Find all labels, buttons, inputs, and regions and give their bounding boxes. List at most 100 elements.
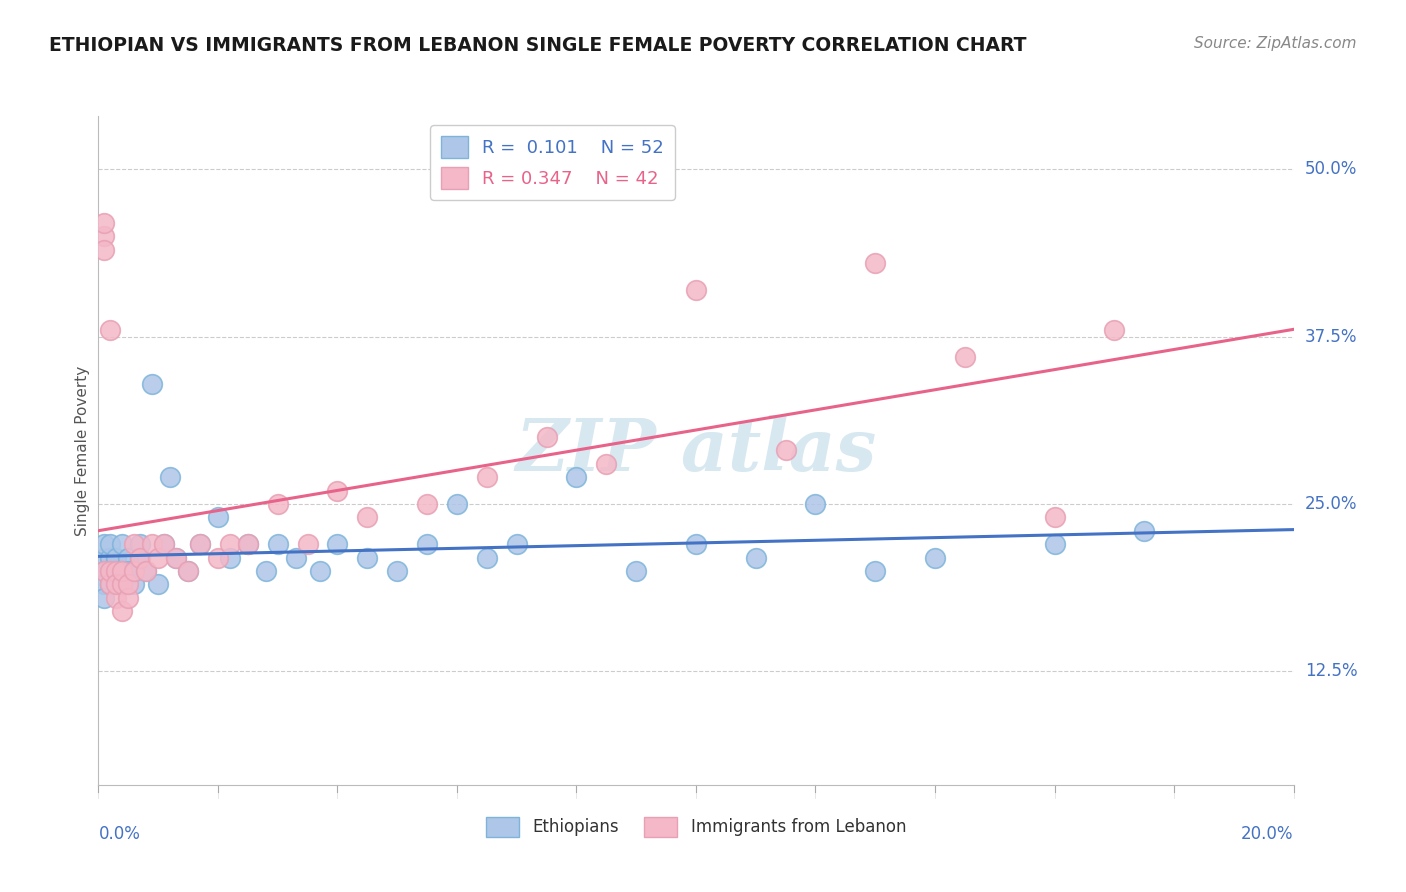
Legend: Ethiopians, Immigrants from Lebanon: Ethiopians, Immigrants from Lebanon [479,810,912,844]
Point [267,537,290,551]
Point [326,537,349,551]
Point [93,564,115,578]
Point [93,550,115,565]
Point [98,323,122,337]
Point [219,550,242,565]
Point [105,577,128,591]
Point [207,550,229,565]
Text: 37.5%: 37.5% [1305,327,1357,346]
Text: 50.0%: 50.0% [1305,161,1357,178]
Point [685,537,707,551]
Point [124,564,146,578]
Point [111,577,134,591]
Point [141,376,163,391]
Point [135,564,157,578]
Point [165,550,187,565]
Point [207,510,229,524]
Point [1133,524,1156,538]
Point [129,550,152,565]
Point [98,564,122,578]
Text: 12.5%: 12.5% [1305,662,1357,681]
Point [135,564,157,578]
Point [624,564,647,578]
Point [141,537,163,551]
Text: Source: ZipAtlas.com: Source: ZipAtlas.com [1194,36,1357,51]
Point [475,470,498,484]
Point [98,577,122,591]
Point [284,550,307,565]
Point [446,497,468,511]
Point [953,350,976,364]
Point [385,564,409,578]
Point [308,564,330,578]
Point [595,457,617,471]
Point [117,550,139,565]
Point [129,550,152,565]
Point [236,537,259,551]
Text: 0.0%: 0.0% [98,825,141,843]
Point [111,564,134,578]
Point [98,564,122,578]
Point [536,430,558,444]
Point [924,550,946,565]
Point [105,577,128,591]
Point [177,564,200,578]
Point [506,537,529,551]
Point [124,577,146,591]
Text: 20.0%: 20.0% [1241,825,1294,843]
Point [475,550,498,565]
Point [153,537,176,551]
Point [865,256,887,270]
Point [93,564,115,578]
Y-axis label: Single Female Poverty: Single Female Poverty [75,366,90,535]
Point [326,483,349,498]
Point [1043,510,1066,524]
Point [685,283,707,297]
Point [254,564,277,578]
Point [745,550,768,565]
Point [105,564,128,578]
Point [111,537,134,551]
Point [865,564,887,578]
Point [356,510,378,524]
Point [165,550,187,565]
Point [98,550,122,565]
Point [98,577,122,591]
Point [93,243,115,257]
Point [117,591,139,605]
Point [93,216,115,230]
Point [117,564,139,578]
Point [219,537,242,551]
Point [117,577,139,591]
Point [93,537,115,551]
Point [1104,323,1126,337]
Point [98,537,122,551]
Point [267,497,290,511]
Point [188,537,211,551]
Point [565,470,588,484]
Point [177,564,200,578]
Point [124,564,146,578]
Point [188,537,211,551]
Point [93,229,115,244]
Point [356,550,378,565]
Point [105,564,128,578]
Point [93,577,115,591]
Point [236,537,259,551]
Text: ZIP atlas: ZIP atlas [516,415,876,486]
Point [93,591,115,605]
Point [153,537,176,551]
Point [159,470,181,484]
Point [148,577,170,591]
Point [124,537,146,551]
Point [804,497,827,511]
Point [105,550,128,565]
Point [105,591,128,605]
Text: ETHIOPIAN VS IMMIGRANTS FROM LEBANON SINGLE FEMALE POVERTY CORRELATION CHART: ETHIOPIAN VS IMMIGRANTS FROM LEBANON SIN… [49,36,1026,54]
Text: 25.0%: 25.0% [1305,495,1357,513]
Point [148,550,170,565]
Point [297,537,319,551]
Point [111,564,134,578]
Point [775,443,797,458]
Point [1043,537,1066,551]
